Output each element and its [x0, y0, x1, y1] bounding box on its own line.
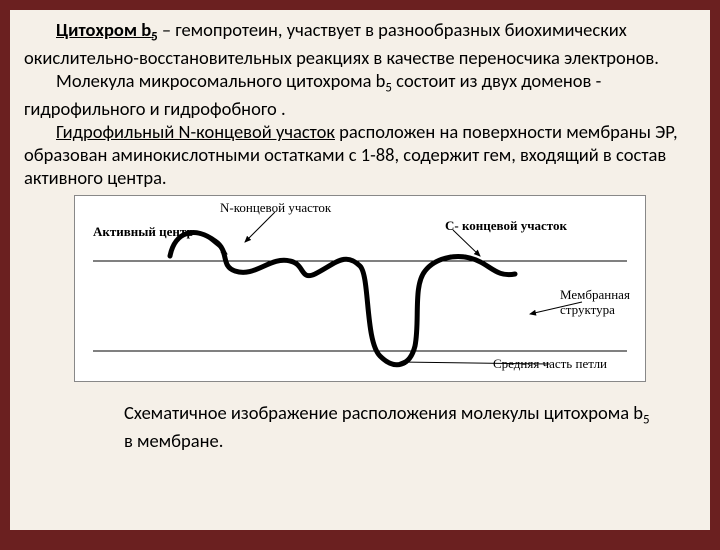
label-n-terminal: N-концевой участок [220, 200, 331, 216]
caption-b: в мембране. [124, 429, 223, 452]
slide: Цитохром b5 – гемопротеин, участвует в р… [10, 10, 710, 530]
pointer-lines [200, 212, 582, 364]
protein-curve [170, 233, 515, 365]
paragraph-3: Гидрофильный N-концевой участок располож… [24, 120, 696, 189]
title-term: Цитохром b5 [56, 18, 158, 41]
paragraph-2: Молекула микросомального цитохрома b5 со… [24, 69, 696, 120]
label-middle-loop: Средняя часть петли [493, 356, 607, 372]
paragraph-1: Цитохром b5 – гемопротеин, участвует в р… [24, 18, 696, 69]
label-membrane-structure: Мембранная структура [560, 288, 640, 317]
caption-a: Схематичное изображение расположения мол… [124, 401, 643, 424]
caption-sub: 5 [643, 413, 650, 428]
diagram: N-концевой участок Активный центр С- кон… [74, 195, 646, 382]
caption-text: Схематичное изображение расположения мол… [124, 401, 656, 452]
label-c-terminal: С- концевой участок [445, 218, 567, 234]
p3-underlined: Гидрофильный N-концевой участок [56, 120, 335, 143]
label-active-center: Активный центр [93, 224, 194, 240]
caption: Схематичное изображение расположения мол… [24, 401, 696, 452]
p2-a: Молекула микросомального цитохрома b [56, 69, 385, 92]
